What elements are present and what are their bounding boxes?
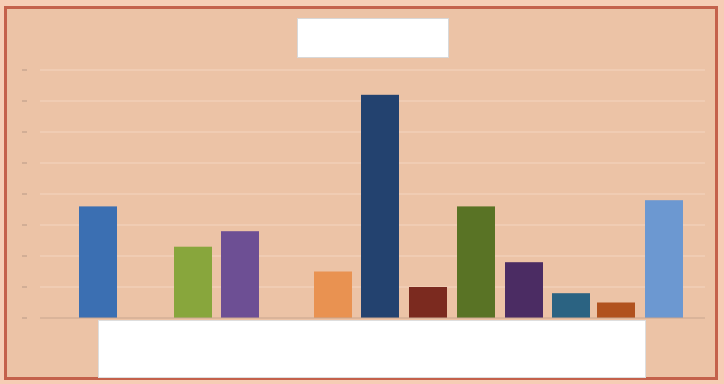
bar-10[interactable] <box>597 302 635 319</box>
bar-5[interactable] <box>361 94 399 318</box>
chart-title-box <box>297 18 449 58</box>
bar-1[interactable] <box>79 206 117 318</box>
bar-11[interactable] <box>645 200 683 318</box>
bar-2[interactable] <box>174 246 212 318</box>
bar-8[interactable] <box>505 262 543 318</box>
bar-6[interactable] <box>409 287 447 318</box>
bar-4[interactable] <box>314 271 352 319</box>
bar-3[interactable] <box>221 231 259 318</box>
bar-7[interactable] <box>457 206 495 318</box>
legend <box>98 320 646 378</box>
bar-9[interactable] <box>552 293 590 318</box>
